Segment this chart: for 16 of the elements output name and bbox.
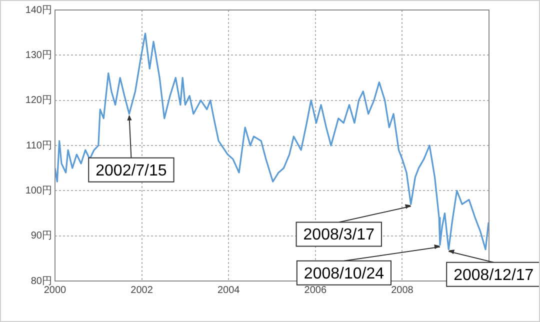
annotation: 2008/12/17 xyxy=(454,266,534,284)
y-tick-label: 90円 xyxy=(30,230,52,242)
x-tick-label: 2008 xyxy=(391,284,414,296)
y-tick-label: 110円 xyxy=(26,140,52,152)
x-tick-label: 2000 xyxy=(44,284,67,296)
y-tick-label: 100円 xyxy=(25,185,52,196)
annotation: 2008/3/17 xyxy=(303,226,375,244)
y-tick-label: 120円 xyxy=(25,95,52,106)
y-tick-label: 80円 xyxy=(30,276,52,287)
y-tick-label: 140円 xyxy=(25,4,52,16)
x-tick-label: 2006 xyxy=(304,284,327,296)
x-tick-label: 2002 xyxy=(130,284,154,296)
annotation: 2008/10/24 xyxy=(304,265,384,282)
x-tick-label: 2004 xyxy=(217,284,240,296)
y-tick-label: 130円 xyxy=(25,50,52,61)
annotation: 2002/7/15 xyxy=(96,162,167,180)
